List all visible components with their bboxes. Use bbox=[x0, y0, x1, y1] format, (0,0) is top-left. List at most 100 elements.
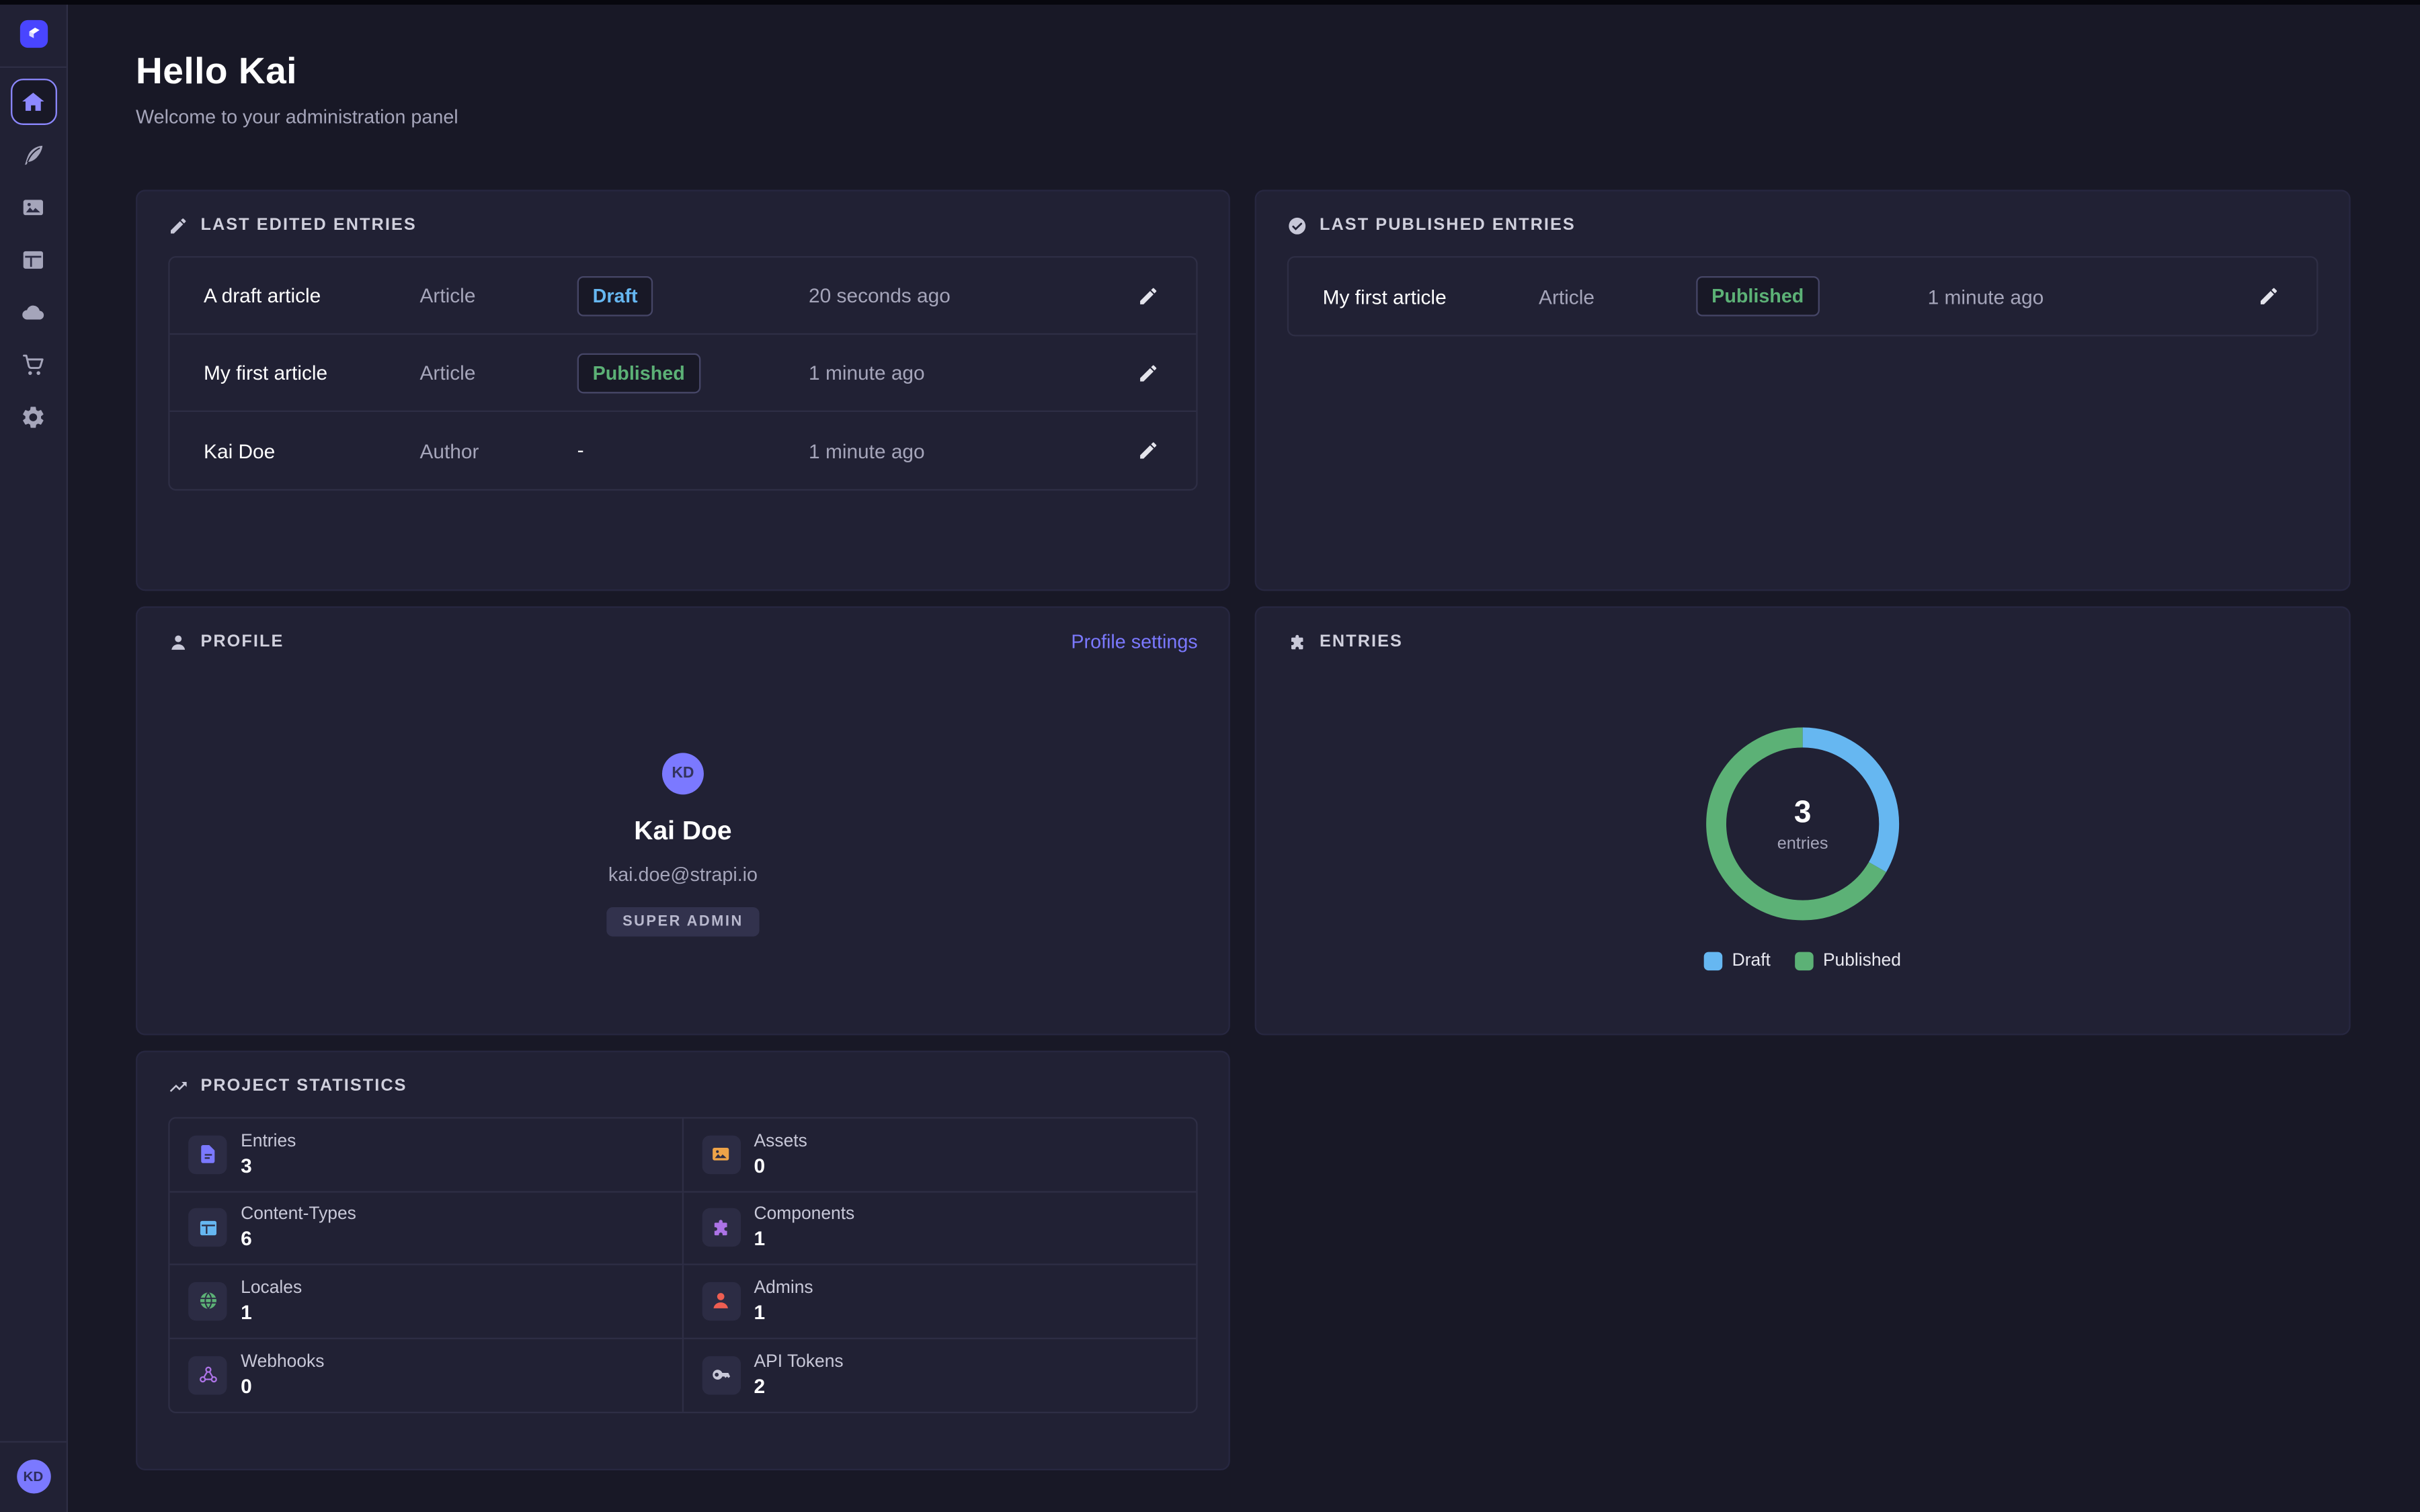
stat-value: 3 bbox=[241, 1154, 296, 1177]
stat-cell-webhooks: Webhooks 0 bbox=[170, 1339, 683, 1412]
entry-status-cell: Published bbox=[1696, 276, 1927, 317]
profile-email: kai.doe@strapi.io bbox=[608, 864, 758, 886]
status-badge: Published bbox=[1696, 276, 1819, 317]
entry-updated-time: 1 minute ago bbox=[809, 439, 1134, 462]
main-content: Hello Kai Welcome to your administration… bbox=[68, 0, 2420, 1512]
card-title: LAST EDITED ENTRIES bbox=[200, 216, 416, 235]
stat-value: 1 bbox=[241, 1300, 302, 1323]
profile-avatar: KD bbox=[662, 753, 704, 794]
stat-cell-admins: Admins 1 bbox=[683, 1265, 1196, 1339]
stat-label: Content-Types bbox=[241, 1206, 356, 1224]
legend-item-draft: Draft bbox=[1704, 952, 1771, 971]
edit-entry-button[interactable] bbox=[2255, 282, 2282, 310]
page-subtitle: Welcome to your administration panel bbox=[136, 106, 2351, 128]
stat-label: Admins bbox=[754, 1279, 813, 1298]
stat-label: Assets bbox=[754, 1132, 807, 1151]
stat-label: Components bbox=[754, 1206, 855, 1224]
legend-label: Published bbox=[1823, 952, 1901, 971]
project-statistics-card: PROJECT STATISTICS Entries3Assets0Conten… bbox=[136, 1051, 1230, 1470]
profile-card: PROFILE Profile settings KD Kai Doe kai.… bbox=[136, 606, 1230, 1035]
images-icon bbox=[20, 194, 46, 220]
table-row: A draft articleArticleDraft 20 seconds ag… bbox=[170, 257, 1197, 335]
globe-icon bbox=[188, 1282, 227, 1320]
status-empty: - bbox=[577, 438, 584, 461]
cart-icon bbox=[20, 351, 46, 377]
stat-value: 6 bbox=[241, 1227, 356, 1250]
stat-cell-api-tokens: API Tokens2 bbox=[683, 1339, 1196, 1412]
sidebar-item-settings[interactable] bbox=[10, 393, 56, 439]
webhook-icon bbox=[188, 1356, 227, 1394]
entry-name: My first article bbox=[1323, 285, 1539, 308]
sidebar-item-content-type-builder[interactable] bbox=[10, 236, 56, 282]
sidebar-divider-bottom bbox=[0, 1441, 67, 1442]
strapi-logo-icon bbox=[22, 23, 44, 44]
images-icon bbox=[701, 1135, 739, 1173]
puzzle-icon bbox=[1287, 632, 1307, 652]
puzzle-icon bbox=[701, 1208, 739, 1247]
stat-cell-entries: Entries3 bbox=[170, 1119, 683, 1192]
profile-role-badge: SUPER ADMIN bbox=[607, 907, 759, 937]
edit-entry-button[interactable] bbox=[1134, 437, 1162, 464]
profile-name: Kai Doe bbox=[634, 816, 731, 847]
chart-legend: Draft Published bbox=[1704, 952, 1901, 971]
app-window: KD Hello Kai Welcome to your administrat… bbox=[0, 0, 2420, 1512]
entries-chart: 3 entries DraftPublished bbox=[1287, 716, 2318, 970]
entry-kind: Article bbox=[419, 361, 577, 384]
table-row: My first articleArticlePublished1 minute… bbox=[170, 335, 1197, 412]
window-top-edge bbox=[0, 0, 2420, 5]
user-avatar[interactable]: KD bbox=[16, 1460, 50, 1494]
page-title: Hello Kai bbox=[136, 51, 2351, 94]
pencil-icon bbox=[1137, 285, 1159, 306]
sidebar-item-deploy[interactable] bbox=[10, 288, 56, 335]
stat-value: 1 bbox=[754, 1300, 813, 1323]
trending-up-icon bbox=[168, 1076, 188, 1096]
profile-settings-link[interactable]: Profile settings bbox=[1071, 631, 1197, 653]
entry-status-cell: Draft bbox=[577, 276, 809, 316]
sidebar: KD bbox=[0, 0, 68, 1512]
edit-entry-button[interactable] bbox=[1134, 359, 1162, 386]
last-edited-entries-card: LAST EDITED ENTRIES A draft articleArtic… bbox=[136, 190, 1230, 591]
stat-cell-assets: Assets 0 bbox=[683, 1119, 1196, 1192]
key-icon bbox=[701, 1356, 739, 1394]
gear-icon bbox=[20, 403, 46, 429]
pencil-icon bbox=[168, 215, 188, 235]
document-icon bbox=[188, 1135, 227, 1173]
entry-status-cell: Published bbox=[577, 353, 809, 393]
sidebar-item-content-manager[interactable] bbox=[10, 131, 56, 177]
stats-grid: Entries3Assets0Content-Types6Components1… bbox=[168, 1117, 1197, 1413]
stat-value: 0 bbox=[754, 1154, 807, 1177]
edit-entry-button[interactable] bbox=[1134, 282, 1162, 309]
entry-updated-time: 20 seconds ago bbox=[809, 284, 1134, 306]
entry-kind: Article bbox=[419, 284, 577, 306]
entry-name: My first article bbox=[204, 361, 419, 384]
stat-value: 2 bbox=[754, 1374, 844, 1397]
pencil-icon bbox=[1137, 362, 1159, 383]
person-icon bbox=[701, 1282, 739, 1320]
layout-icon bbox=[188, 1208, 227, 1247]
stat-label: Webhooks bbox=[241, 1353, 324, 1372]
stat-cell-components: Components1 bbox=[683, 1192, 1196, 1265]
sidebar-item-home[interactable] bbox=[10, 79, 56, 125]
entries-total: 3 bbox=[1794, 796, 1812, 831]
status-badge: Published bbox=[577, 353, 700, 393]
sidebar-divider-top bbox=[0, 67, 67, 68]
cloud-icon bbox=[20, 298, 46, 325]
entry-status-cell: - bbox=[577, 437, 809, 464]
stat-cell-locales: Locales1 bbox=[170, 1265, 683, 1339]
check-circle-icon bbox=[1287, 215, 1307, 235]
sidebar-item-marketplace[interactable] bbox=[10, 341, 56, 387]
status-badge: Draft bbox=[577, 276, 653, 316]
table-row: Kai DoeAuthor-1 minute ago bbox=[170, 412, 1197, 489]
sidebar-item-media-library[interactable] bbox=[10, 183, 56, 230]
legend-swatch bbox=[1796, 952, 1814, 971]
entries-card: ENTRIES 3 entries DraftPublished bbox=[1255, 606, 2351, 1035]
card-title: ENTRIES bbox=[1320, 632, 1403, 651]
pencil-icon bbox=[1137, 439, 1159, 461]
stat-value: 0 bbox=[241, 1374, 324, 1397]
person-icon bbox=[168, 632, 188, 652]
sidebar-nav bbox=[10, 79, 56, 439]
last-published-entries-card: LAST PUBLISHED ENTRIES My first articleA… bbox=[1255, 190, 2351, 591]
strapi-logo[interactable] bbox=[19, 20, 47, 48]
entry-name: A draft article bbox=[204, 284, 419, 306]
entry-updated-time: 1 minute ago bbox=[1928, 285, 2255, 308]
